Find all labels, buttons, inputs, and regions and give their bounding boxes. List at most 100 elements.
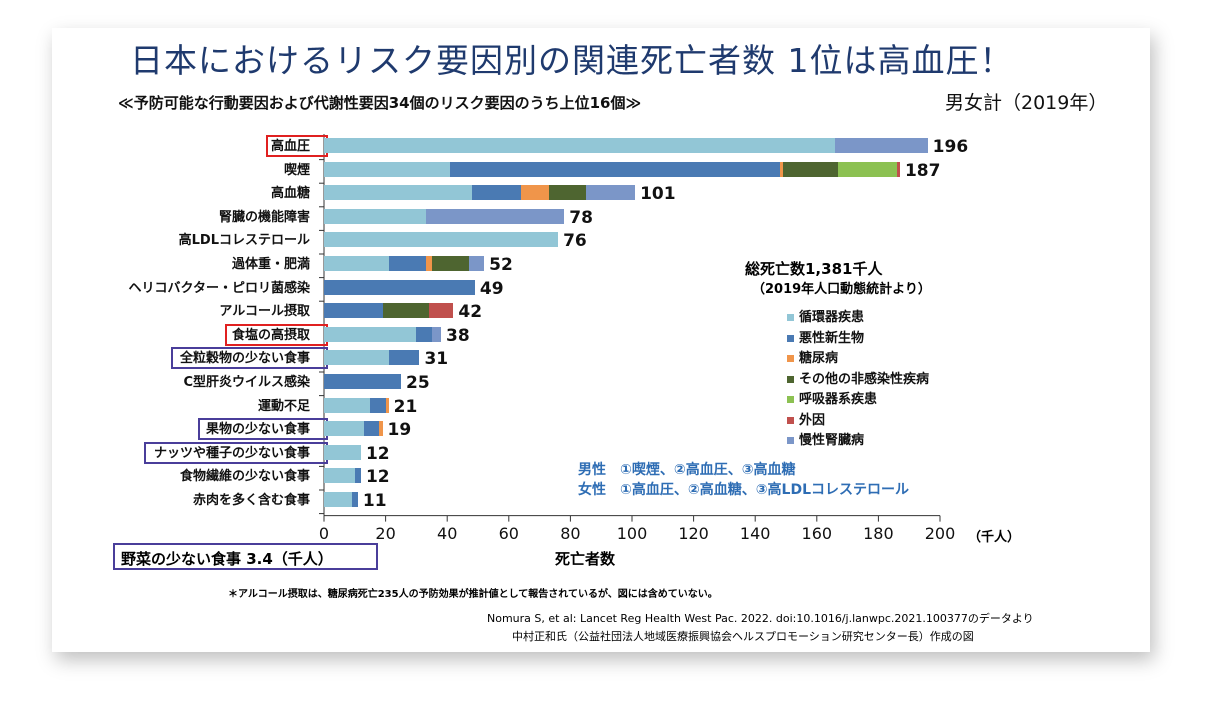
value-label: 11 — [362, 491, 387, 511]
bar-segment — [548, 185, 586, 201]
bar-segment — [324, 138, 836, 153]
x-tick-label: 100 — [616, 523, 648, 543]
bar-segment — [431, 256, 469, 271]
bar-segment — [835, 138, 928, 153]
bar-segment — [471, 185, 522, 201]
legend-label: 悪性新生物 — [799, 330, 865, 346]
category-label: 果物の少ない食事 — [205, 422, 310, 438]
value-label: 38 — [446, 325, 470, 346]
bar-segment — [782, 161, 839, 177]
legend-swatch — [787, 314, 794, 321]
total-deaths: 総死亡数1,381千人 — [745, 260, 883, 278]
bar-segment — [324, 208, 426, 224]
legend-item: 外因 — [787, 409, 825, 428]
extra-item-vegetables: 野菜の少ない食事 3.4（千人） — [113, 543, 378, 570]
category-label: 赤肉を多く含む食事 — [192, 493, 310, 508]
bar-segment — [324, 161, 451, 177]
legend-item: 慢性腎臓病 — [787, 429, 864, 448]
citation-line: Nomura S, et al: Lancet Reg Health West … — [487, 612, 1034, 625]
legend-item: 悪性新生物 — [787, 327, 864, 346]
value-label: 52 — [489, 255, 513, 275]
category-label: アルコール摂取 — [219, 304, 310, 320]
highlight-box — [144, 441, 328, 464]
bar-segment — [425, 256, 432, 271]
bar-segment — [416, 326, 432, 342]
legend-item: 循環器疾患 — [787, 306, 864, 325]
category-label: ナッツや種子の少ない食事 — [153, 445, 310, 461]
category-label: 食物繊維の少ない食事 — [179, 469, 310, 485]
value-label: 12 — [365, 467, 390, 488]
ranking-male: 男性 ①喫煙、②高血圧、③高血糖 — [578, 462, 796, 478]
chart-subtitle: ≪予防可能な行動要因および代謝性要因34個のリスク要因のうち上位16個≫ — [118, 94, 642, 112]
scope-label: 男女計（2019年） — [945, 92, 1108, 114]
bar-segment — [379, 421, 383, 437]
bar-segment — [324, 279, 475, 295]
total-source: （2019年人口動態統計より） — [752, 282, 931, 297]
bar-segment — [425, 208, 565, 224]
x-tick-label: 40 — [437, 523, 458, 543]
bar-segment — [896, 161, 900, 177]
bar-segment — [324, 492, 352, 507]
bar-segment — [521, 185, 549, 201]
x-tick-label: 0 — [318, 523, 330, 543]
bar-segment — [324, 185, 472, 201]
citation-line: 中村正和氏（公益社団法人地域医療振興協会ヘルスプロモーション研究センター長）作成… — [512, 630, 974, 643]
legend-label: その他の非感染性疾病 — [799, 371, 930, 387]
category-label: 高血圧 — [270, 139, 310, 154]
legend-label: 糖尿病 — [799, 351, 839, 366]
legend-swatch — [787, 437, 794, 444]
value-label: 101 — [640, 184, 676, 205]
value-label: 78 — [569, 207, 593, 228]
legend-swatch — [787, 334, 794, 342]
category-label: 食塩の高摂取 — [231, 327, 310, 343]
highlight-box — [171, 347, 328, 370]
bar-segment — [324, 256, 389, 271]
bar-segment — [351, 492, 358, 507]
highlight-box — [198, 418, 328, 441]
bar-segment — [838, 161, 897, 177]
value-label: 42 — [458, 302, 483, 323]
footnote: ＊アルコール摂取は、糖尿病死亡235人の予防効果が推計値として報告されているが、… — [228, 589, 718, 600]
legend-swatch — [787, 355, 794, 362]
legend-swatch — [787, 396, 794, 403]
bar-segment — [324, 303, 383, 319]
value-label: 49 — [479, 278, 504, 299]
bar-segment — [324, 421, 365, 437]
legend-swatch — [787, 375, 794, 383]
bar-segment — [324, 397, 371, 413]
bar-segment — [431, 326, 442, 342]
bar-segment — [354, 468, 361, 484]
bar-segment — [324, 444, 361, 460]
highlight-box — [265, 135, 328, 157]
legend-item: 糖尿病 — [787, 347, 838, 366]
legend-item: その他の非感染性疾病 — [787, 368, 929, 387]
x-tick-label: 20 — [375, 523, 396, 543]
bar-segment — [388, 256, 426, 271]
bar-segment — [324, 374, 401, 389]
chart-title: 日本におけるリスク要因別の関連死亡者数 1位は高血圧！ — [130, 41, 1014, 80]
category-label: C型肝炎ウイルス感染 — [183, 375, 310, 390]
category-label: 喫煙 — [283, 162, 310, 178]
x-tick-label: 80 — [560, 523, 581, 543]
legend-label: 循環器疾患 — [799, 310, 865, 325]
value-label: 196 — [932, 137, 969, 157]
bar-segment — [779, 161, 783, 177]
ranking-female: 女性 ①高血圧、②高血糖、③高LDLコレステロール — [578, 482, 910, 498]
category-label: 高血糖 — [270, 186, 310, 202]
chart-card — [52, 28, 1150, 652]
x-tick-label: 200 — [924, 523, 956, 543]
value-label: 12 — [365, 443, 390, 464]
bar-segment — [468, 256, 485, 271]
x-tick-label: 120 — [678, 523, 709, 543]
category-label: 腎臓の機能障害 — [218, 209, 310, 225]
bar-segment — [450, 161, 780, 177]
category-label: 運動不足 — [257, 398, 310, 414]
bar-segment — [382, 303, 429, 319]
bar-segment — [428, 303, 454, 319]
category-label: ヘリコバクター・ピロリ菌感染 — [128, 280, 310, 296]
value-label: 21 — [393, 396, 418, 417]
legend-swatch — [787, 416, 794, 424]
bar-segment — [324, 232, 559, 248]
legend-item: 呼吸器系疾患 — [787, 388, 877, 407]
value-label: 76 — [563, 231, 587, 252]
